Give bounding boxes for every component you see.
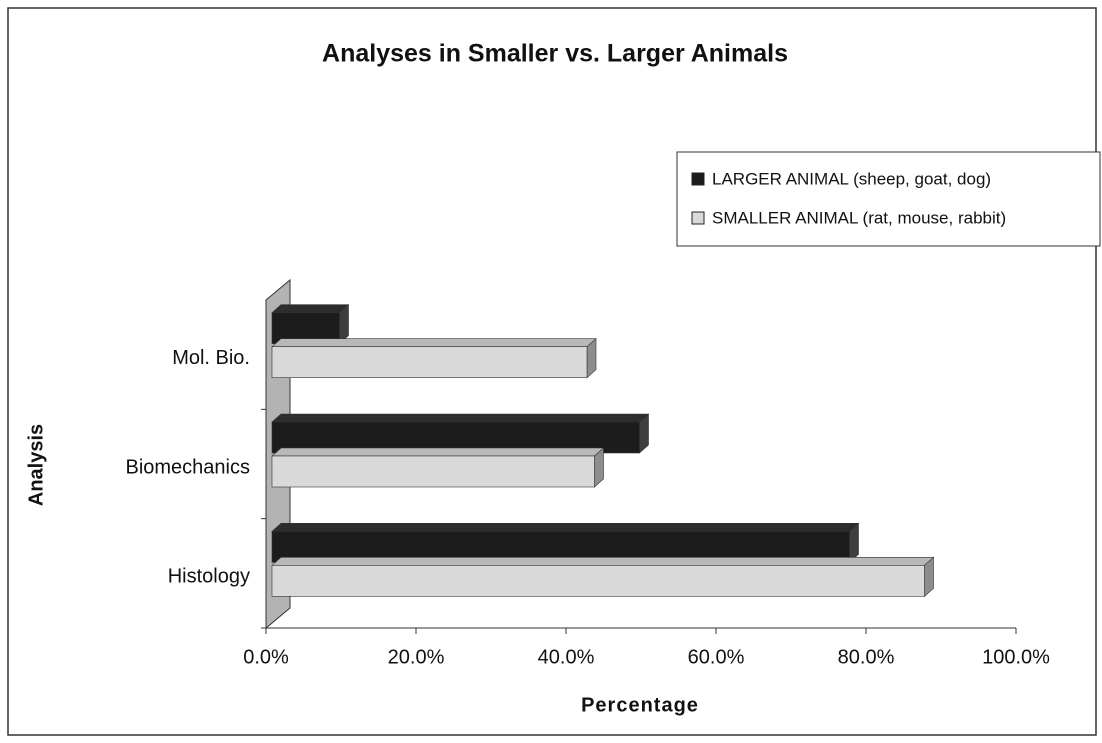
bar-top [271, 523, 860, 532]
x-tick-label: 20.0% [388, 646, 445, 668]
y-tick-label: Mol. Bio. [172, 347, 250, 369]
x-tick-label: 100.0% [982, 646, 1050, 668]
bar-top [271, 338, 597, 347]
legend-label: LARGER ANIMAL (sheep, goat, dog) [712, 169, 991, 188]
x-tick-label: 40.0% [538, 646, 595, 668]
x-tick-label: 80.0% [838, 646, 895, 668]
bar-top [271, 413, 650, 423]
x-tick-label: 60.0% [688, 646, 745, 668]
x-axis-label: Percentage [581, 694, 699, 716]
y-axis-label: Analysis [25, 424, 47, 506]
x-tick-label: 0.0% [243, 646, 289, 668]
legend-label: SMALLER ANIMAL (rat, mouse, rabbit) [712, 208, 1006, 227]
bar-top [271, 304, 350, 313]
y-tick-label: Histology [168, 566, 250, 588]
bar [271, 565, 925, 597]
bar [271, 455, 595, 488]
chart-title: Analyses in Smaller vs. Larger Animals [322, 40, 788, 68]
bar [271, 346, 588, 378]
legend-swatch [691, 211, 705, 225]
bar-top [271, 447, 605, 457]
legend-swatch [691, 172, 705, 186]
legend-box [676, 151, 1101, 247]
y-tick-label: Biomechanics [125, 456, 250, 478]
bar-top [271, 557, 935, 566]
